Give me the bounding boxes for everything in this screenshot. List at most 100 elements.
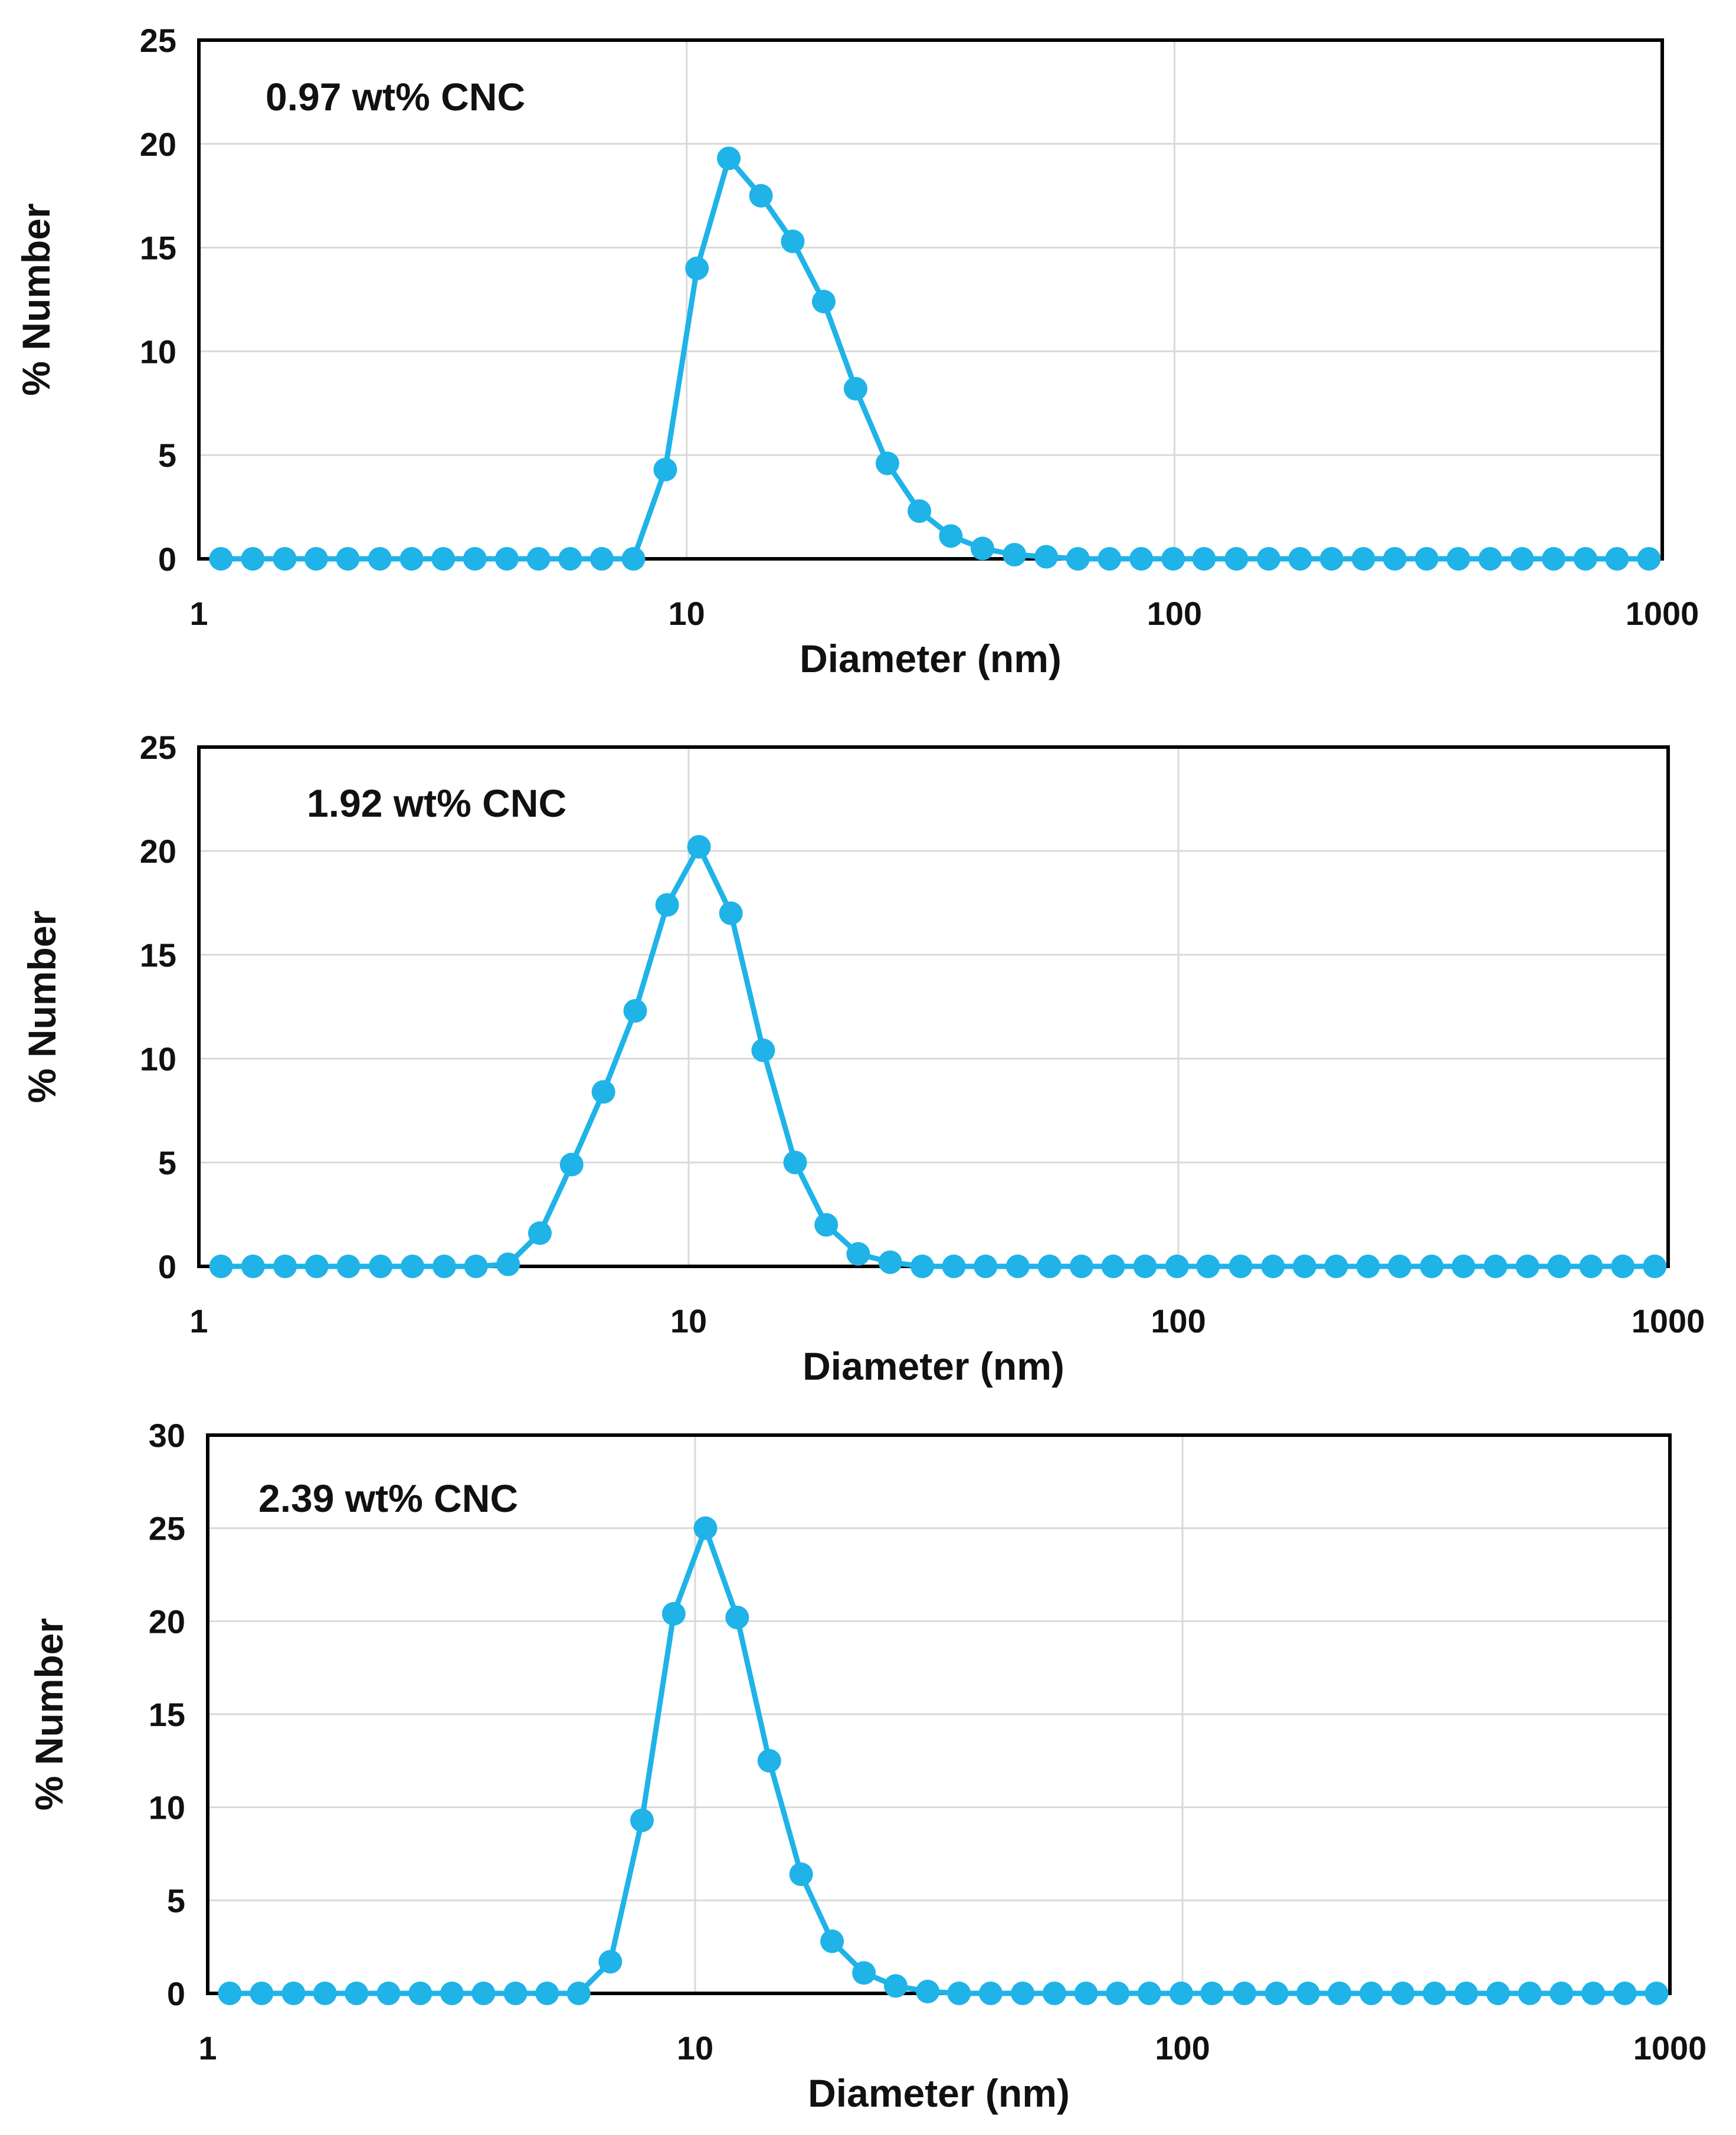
data-point <box>1137 1982 1161 2005</box>
y-axis-title: % Number <box>14 203 58 395</box>
data-point <box>1265 1982 1289 2005</box>
data-point <box>717 146 741 171</box>
data-point <box>401 1255 425 1278</box>
data-point <box>655 893 679 917</box>
y-axis-title: % Number <box>20 911 64 1103</box>
data-point <box>1232 1982 1256 2005</box>
series-line <box>221 155 1649 562</box>
data-point <box>558 547 582 571</box>
x-tick-label: 10 <box>677 2029 713 2067</box>
data-point <box>970 536 994 561</box>
data-point <box>1098 547 1122 571</box>
x-tick-label: 1 <box>189 1302 208 1340</box>
data-point <box>947 1982 971 2005</box>
data-point <box>811 290 836 314</box>
data-point <box>1423 1982 1447 2005</box>
x-tick-label: 10 <box>669 595 705 632</box>
y-axis-title: % Number <box>27 1618 71 1810</box>
data-point <box>1011 1982 1035 2005</box>
data-point <box>368 1255 392 1278</box>
data-point <box>503 1982 528 2005</box>
y-tick-label: 15 <box>140 230 176 267</box>
x-tick-label: 1000 <box>1633 2029 1707 2067</box>
data-point <box>273 547 297 571</box>
data-point <box>1518 1982 1542 2005</box>
data-point <box>1391 1982 1415 2005</box>
y-tick-label: 25 <box>140 729 176 766</box>
data-point <box>345 1982 369 2005</box>
data-point <box>1387 1255 1411 1278</box>
y-tick-label: 0 <box>167 1975 185 2012</box>
x-tick-label: 1000 <box>1632 1302 1705 1340</box>
y-tick-label: 10 <box>140 333 176 370</box>
panel-annotation: 1.92 wt% CNC <box>307 781 566 825</box>
data-point <box>843 376 867 401</box>
y-tick-label: 15 <box>140 936 176 974</box>
data-point <box>1579 1255 1603 1278</box>
data-point <box>1161 547 1185 571</box>
data-point <box>621 547 646 571</box>
x-axis-title: Diameter (nm) <box>803 1344 1064 1388</box>
data-point <box>566 1982 591 2005</box>
data-point <box>589 547 614 571</box>
data-point <box>1486 1982 1510 2005</box>
data-point <box>1288 547 1312 571</box>
data-point <box>304 1255 329 1278</box>
x-tick-label: 10 <box>670 1302 707 1340</box>
data-point <box>250 1982 274 2005</box>
y-tick-label: 10 <box>140 1040 176 1078</box>
data-point <box>1637 547 1661 571</box>
y-tick-label: 15 <box>149 1696 185 1733</box>
data-point <box>528 1221 552 1245</box>
data-point <box>1133 1255 1157 1278</box>
x-tick-label: 100 <box>1155 2029 1210 2067</box>
data-point <box>273 1255 297 1278</box>
data-point <box>591 1080 615 1104</box>
data-point <box>820 1929 844 1953</box>
data-point <box>1192 547 1216 571</box>
data-point <box>781 230 805 254</box>
y-tick-label: 25 <box>140 22 176 59</box>
data-point <box>814 1213 838 1237</box>
chart-panel-3: 0 5 10 15 20 25 30 1 10 100 1000 Diameter (nm) % Num… <box>27 1417 1706 2115</box>
data-point <box>431 547 456 571</box>
data-point <box>1645 1982 1669 2005</box>
data-point <box>789 1862 813 1887</box>
data-point <box>1454 1982 1478 2005</box>
data-point <box>757 1748 781 1773</box>
data-point <box>653 457 677 482</box>
data-point <box>1420 1255 1444 1278</box>
data-point <box>908 499 932 523</box>
data-point <box>1573 547 1597 571</box>
data-point <box>685 256 709 280</box>
data-point <box>1319 547 1344 571</box>
panel-annotation: 2.39 wt% CNC <box>258 1476 518 1520</box>
data-point <box>1106 1982 1130 2005</box>
y-tick-label: 20 <box>140 126 176 163</box>
y-tick-label: 0 <box>158 541 176 578</box>
data-point <box>1643 1255 1667 1278</box>
data-point <box>432 1255 456 1278</box>
data-point <box>916 1979 940 2003</box>
data-point <box>313 1982 337 2005</box>
data-point <box>440 1982 464 2005</box>
y-tick-label: 30 <box>149 1417 185 1454</box>
data-point <box>883 1974 908 1998</box>
y-tick-label: 5 <box>158 437 176 474</box>
data-point <box>1037 1255 1062 1278</box>
data-point <box>1359 1982 1383 2005</box>
chart-panel-2: 0 5 10 15 20 25 1 10 100 1000 Diameter (nm) % Numbe… <box>20 729 1705 1388</box>
data-point <box>693 1516 718 1540</box>
data-point <box>623 999 647 1023</box>
data-point <box>978 1982 1003 2005</box>
data-point <box>751 1038 775 1062</box>
y-tick-label: 20 <box>140 833 176 870</box>
data-point <box>1256 547 1280 571</box>
data-point <box>1324 1255 1348 1278</box>
y-tick-label: 20 <box>149 1603 185 1640</box>
data-point <box>974 1255 998 1278</box>
data-point <box>1003 542 1027 567</box>
data-point <box>783 1151 807 1174</box>
data-point <box>1452 1255 1476 1278</box>
